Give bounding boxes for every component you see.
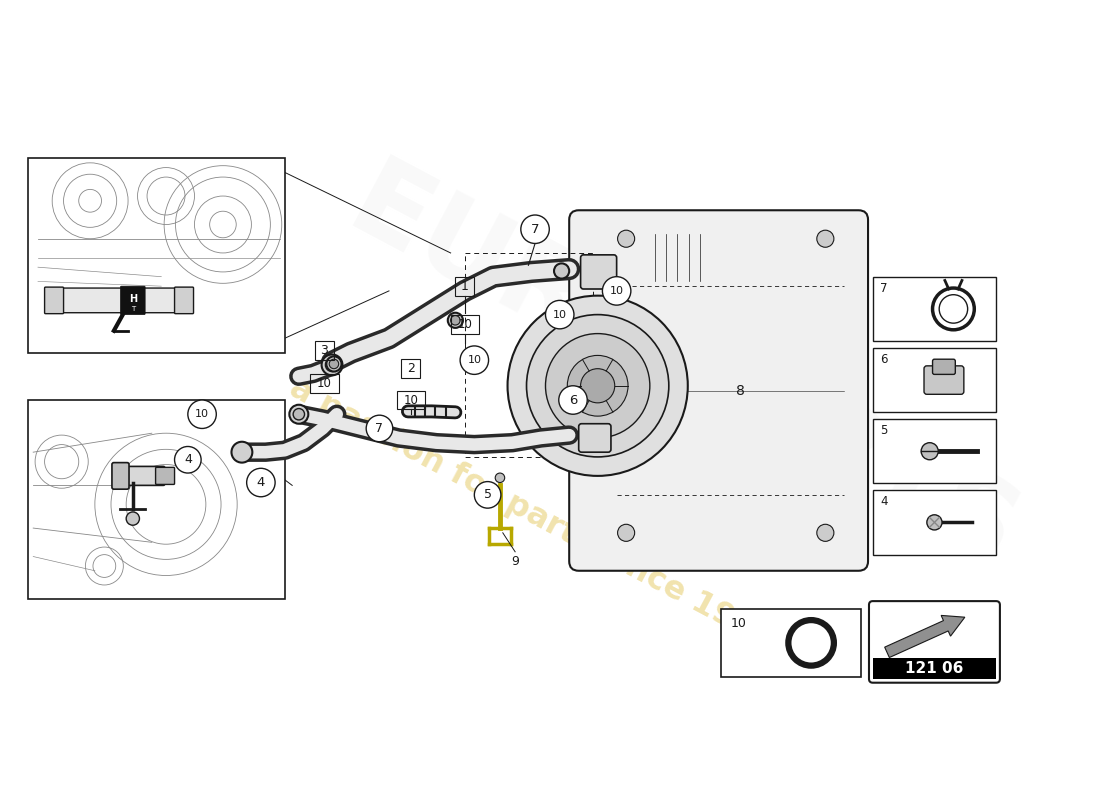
Circle shape: [175, 446, 201, 473]
Bar: [310, 374, 339, 394]
Text: 10: 10: [317, 378, 332, 390]
Circle shape: [927, 514, 942, 530]
Text: 9: 9: [512, 554, 519, 568]
Circle shape: [817, 230, 834, 247]
Text: 1: 1: [461, 280, 469, 293]
Circle shape: [507, 296, 688, 476]
Text: 6: 6: [880, 353, 888, 366]
Circle shape: [520, 215, 549, 243]
Text: EUROPARTS: EUROPARTS: [331, 150, 1035, 593]
Text: 10: 10: [609, 286, 624, 296]
FancyBboxPatch shape: [45, 287, 64, 314]
Text: 10: 10: [195, 410, 209, 419]
FancyBboxPatch shape: [112, 462, 129, 489]
Text: 5: 5: [484, 488, 492, 502]
Circle shape: [293, 409, 305, 420]
FancyBboxPatch shape: [569, 210, 868, 570]
Bar: [872, 419, 997, 483]
FancyBboxPatch shape: [579, 424, 610, 452]
Text: 10: 10: [404, 394, 418, 406]
Bar: [872, 490, 997, 554]
Circle shape: [231, 442, 252, 462]
Circle shape: [451, 315, 460, 325]
Text: 10: 10: [458, 318, 472, 330]
Text: 6: 6: [569, 394, 578, 406]
FancyBboxPatch shape: [933, 359, 955, 374]
FancyBboxPatch shape: [175, 287, 194, 314]
Circle shape: [527, 314, 669, 457]
Text: 3: 3: [320, 344, 329, 357]
Circle shape: [448, 313, 463, 328]
Bar: [315, 341, 334, 360]
Circle shape: [554, 263, 569, 278]
Bar: [451, 314, 480, 334]
Circle shape: [581, 369, 615, 403]
Circle shape: [460, 346, 488, 374]
FancyBboxPatch shape: [119, 466, 165, 486]
Circle shape: [603, 277, 631, 305]
FancyBboxPatch shape: [50, 288, 192, 313]
Bar: [455, 277, 474, 296]
Circle shape: [568, 355, 628, 416]
Circle shape: [546, 334, 650, 438]
Text: 10: 10: [552, 310, 567, 320]
Text: 10: 10: [730, 618, 747, 630]
Bar: [29, 158, 285, 353]
Text: 7: 7: [375, 422, 384, 435]
Circle shape: [617, 524, 635, 542]
Text: T: T: [131, 306, 135, 312]
Bar: [402, 359, 420, 378]
FancyBboxPatch shape: [121, 286, 145, 314]
Text: H: H: [129, 294, 136, 305]
FancyBboxPatch shape: [581, 255, 617, 289]
Circle shape: [617, 230, 635, 247]
Circle shape: [188, 400, 217, 429]
Circle shape: [495, 473, 505, 482]
Circle shape: [546, 300, 574, 329]
Bar: [872, 277, 997, 341]
Text: 4: 4: [880, 495, 888, 508]
FancyBboxPatch shape: [924, 366, 964, 394]
Bar: [29, 400, 285, 599]
FancyBboxPatch shape: [869, 601, 1000, 682]
Circle shape: [246, 468, 275, 497]
Text: 7: 7: [880, 282, 888, 294]
Circle shape: [329, 359, 339, 369]
Circle shape: [321, 354, 342, 375]
Text: 121 06: 121 06: [905, 661, 964, 676]
Circle shape: [366, 415, 393, 442]
Text: 5: 5: [880, 424, 888, 437]
Circle shape: [326, 358, 339, 371]
Circle shape: [559, 386, 587, 414]
Bar: [872, 348, 997, 412]
Bar: [720, 609, 861, 677]
Bar: [396, 390, 425, 410]
Circle shape: [327, 356, 341, 371]
FancyArrow shape: [884, 615, 965, 658]
Circle shape: [474, 482, 500, 508]
Text: 4: 4: [256, 476, 265, 489]
Text: 4: 4: [184, 454, 191, 466]
Circle shape: [289, 405, 308, 424]
FancyBboxPatch shape: [155, 467, 175, 485]
Bar: [872, 658, 997, 679]
Text: 2: 2: [407, 362, 415, 375]
Circle shape: [817, 524, 834, 542]
Circle shape: [921, 442, 938, 460]
Text: 10: 10: [468, 355, 482, 365]
Text: 8: 8: [736, 383, 745, 398]
Circle shape: [126, 512, 140, 526]
Text: 7: 7: [531, 222, 539, 236]
Text: a passion for parts since 1985: a passion for parts since 1985: [284, 373, 779, 655]
